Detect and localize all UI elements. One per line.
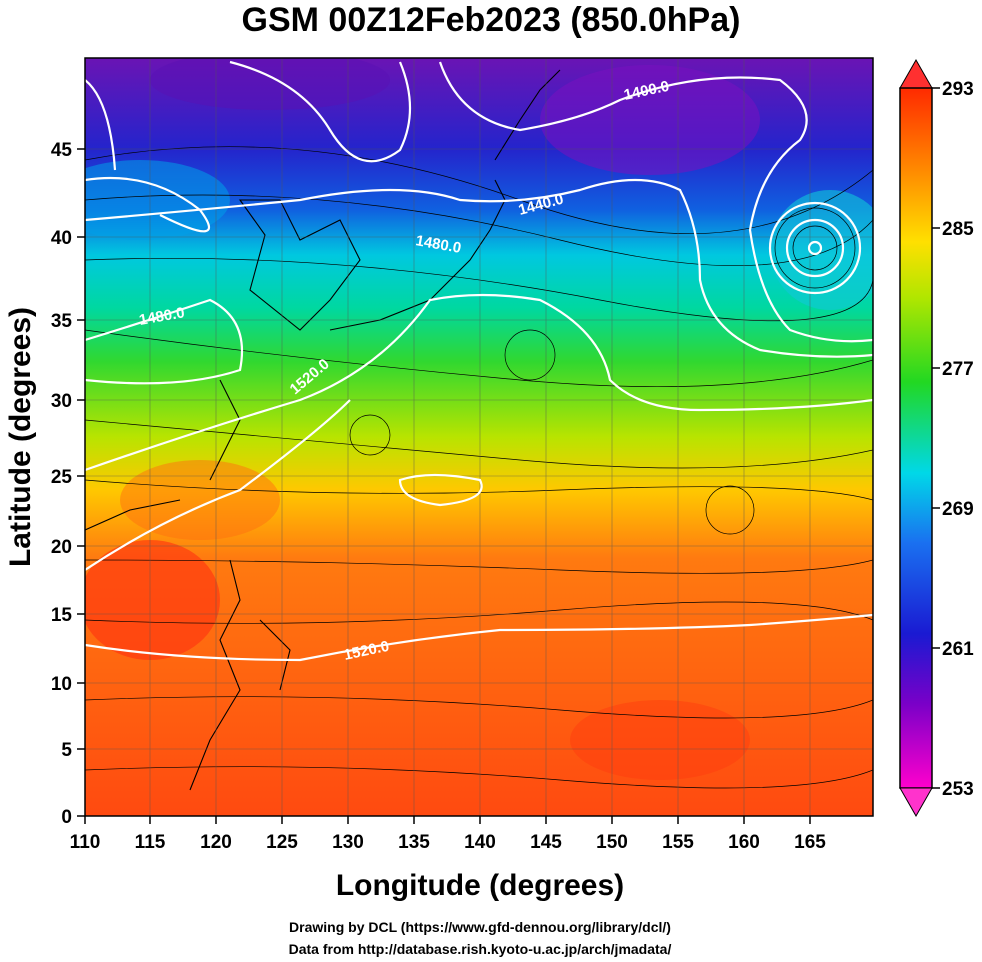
y-tick-label: 40	[51, 228, 72, 249]
grid	[85, 58, 873, 816]
colorbar-tick-label: 269	[942, 499, 974, 520]
x-tick-label: 165	[794, 832, 826, 853]
temperature-field	[85, 58, 873, 816]
colorbar-tick-label: 261	[942, 639, 974, 660]
y-tick-label: 10	[51, 674, 72, 695]
y-tick-label: 20	[51, 537, 72, 558]
x-tick-label: 130	[332, 832, 364, 853]
credit-line-dcl: Drawing by DCL (https://www.gfd-dennou.o…	[289, 919, 671, 935]
x-tick-label: 135	[398, 832, 430, 853]
x-tick-label: 110	[70, 832, 101, 853]
x-tick-labels: 110 115 120 125 130 135 140 145 150 155 …	[70, 832, 827, 853]
axis-ticks	[77, 148, 811, 824]
colorbar-gradient	[899, 87, 933, 789]
y-tick-label: 0	[61, 807, 72, 828]
y-tick-label: 30	[51, 391, 72, 412]
colorbar-max-arrow	[899, 58, 933, 89]
y-tick-labels: 0 5 10 15 20 25 30 35 40 45	[51, 140, 73, 828]
x-tick-label: 160	[728, 832, 760, 853]
colorbar-tick-label: 285	[942, 219, 974, 240]
y-tick-label: 25	[51, 467, 73, 488]
x-tick-label: 125	[266, 832, 298, 853]
colorbar-tick-label: 253	[942, 779, 974, 800]
x-tick-label: 150	[596, 832, 628, 853]
y-tick-label: 15	[51, 605, 73, 626]
colorbar-tick-label: 293	[942, 79, 974, 100]
x-tick-label: 120	[200, 832, 232, 853]
y-axis-label: Latitude (degrees)	[4, 307, 37, 567]
x-tick-label: 145	[530, 832, 562, 853]
color-bar: 293 285 277 269 261 253	[899, 58, 974, 818]
colorbar-min-arrow	[899, 787, 933, 818]
x-tick-label: 140	[464, 832, 496, 853]
x-tick-label: 155	[662, 832, 694, 853]
height-contours	[85, 60, 873, 662]
plot-frame	[84, 57, 874, 817]
y-tick-label: 35	[51, 311, 73, 332]
x-tick-label: 115	[135, 832, 166, 853]
credits: Drawing by DCL (https://www.gfd-dennou.o…	[0, 916, 960, 960]
credit-line-data: Data from http://database.rish.kyoto-u.a…	[288, 941, 672, 957]
y-tick-label: 5	[61, 740, 72, 761]
colorbar-tick-label: 277	[942, 359, 974, 380]
x-axis-label: Longitude (degrees)	[336, 869, 624, 902]
chart-title: GSM 00Z12Feb2023 (850.0hPa)	[241, 1, 741, 39]
y-tick-label: 45	[51, 140, 73, 161]
